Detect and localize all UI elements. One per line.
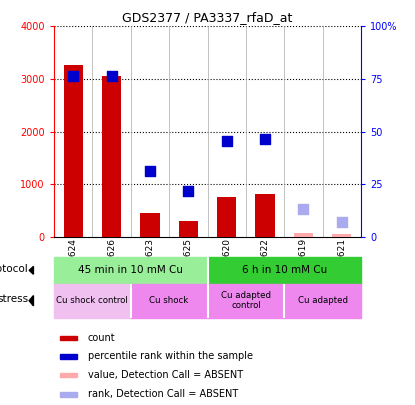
Text: value, Detection Call = ABSENT: value, Detection Call = ABSENT: [88, 370, 243, 380]
Bar: [208, 257, 361, 284]
Text: stress: stress: [0, 294, 28, 304]
Bar: [54, 257, 208, 284]
Text: count: count: [88, 333, 115, 343]
Point: [223, 138, 230, 144]
Bar: [60, 373, 77, 377]
Bar: [60, 335, 77, 340]
Bar: [60, 354, 77, 359]
Point: [262, 136, 269, 142]
Bar: [102, 76, 121, 237]
Point: [300, 206, 307, 212]
Point: [146, 167, 153, 174]
Polygon shape: [29, 296, 34, 306]
Text: 6 h in 10 mM Cu: 6 h in 10 mM Cu: [242, 265, 327, 275]
Text: 45 min in 10 mM Cu: 45 min in 10 mM Cu: [78, 265, 183, 275]
Bar: [332, 234, 352, 237]
Text: Cu shock: Cu shock: [149, 296, 189, 305]
Bar: [208, 284, 284, 318]
Bar: [63, 65, 83, 237]
Bar: [179, 221, 198, 237]
Polygon shape: [29, 266, 34, 274]
Text: Cu shock control: Cu shock control: [56, 296, 128, 305]
Bar: [60, 392, 77, 397]
Text: Cu adapted: Cu adapted: [298, 296, 348, 305]
Bar: [294, 233, 313, 237]
Bar: [256, 194, 275, 237]
Point: [108, 72, 115, 79]
Bar: [140, 213, 159, 237]
Bar: [54, 284, 131, 318]
Point: [339, 219, 345, 226]
Point: [185, 188, 192, 194]
Point: [70, 72, 76, 79]
Text: protocol: protocol: [0, 264, 28, 274]
Text: rank, Detection Call = ABSENT: rank, Detection Call = ABSENT: [88, 390, 238, 399]
Text: Cu adapted
control: Cu adapted control: [221, 291, 271, 310]
Text: percentile rank within the sample: percentile rank within the sample: [88, 352, 253, 361]
Bar: [217, 197, 236, 237]
Bar: [131, 284, 208, 318]
Bar: [284, 284, 361, 318]
Title: GDS2377 / PA3337_rfaD_at: GDS2377 / PA3337_rfaD_at: [122, 11, 293, 24]
